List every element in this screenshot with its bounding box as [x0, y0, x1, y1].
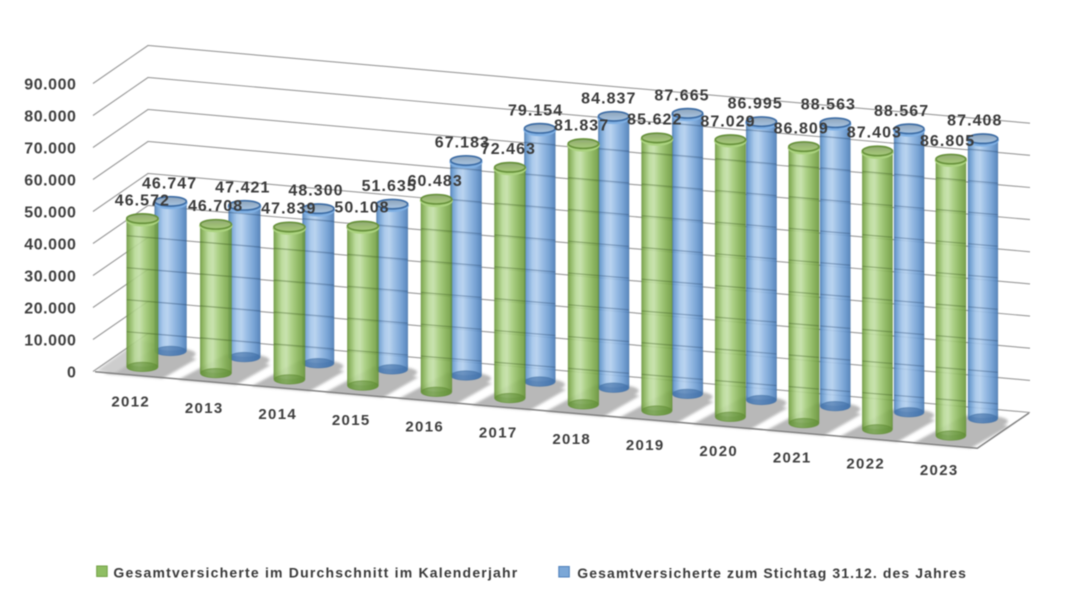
- svg-text:70.000: 70.000: [24, 140, 76, 157]
- svg-text:86.809: 86.809: [774, 120, 829, 137]
- svg-text:47.421: 47.421: [215, 179, 270, 196]
- svg-text:2013: 2013: [185, 400, 224, 417]
- svg-text:2014: 2014: [258, 406, 297, 423]
- svg-text:60.000: 60.000: [24, 172, 76, 189]
- svg-text:10.000: 10.000: [24, 332, 76, 349]
- svg-text:50.108: 50.108: [334, 200, 389, 217]
- svg-text:84.837: 84.837: [581, 90, 636, 107]
- svg-text:46.747: 46.747: [142, 175, 197, 192]
- svg-text:46.572: 46.572: [115, 192, 170, 209]
- svg-text:2016: 2016: [405, 418, 444, 435]
- svg-text:Gesamtversicherte im Durchschn: Gesamtversicherte im Durchschnitt im Kal…: [113, 564, 518, 580]
- svg-text:2012: 2012: [111, 394, 150, 411]
- svg-text:90.000: 90.000: [24, 76, 76, 93]
- svg-text:88.563: 88.563: [801, 97, 856, 114]
- svg-text:2019: 2019: [626, 437, 665, 454]
- svg-text:48.300: 48.300: [288, 183, 343, 200]
- svg-text:50.000: 50.000: [24, 204, 76, 221]
- svg-text:2023: 2023: [920, 462, 959, 479]
- svg-text:30.000: 30.000: [24, 268, 76, 285]
- svg-text:2018: 2018: [552, 431, 591, 448]
- svg-text:20.000: 20.000: [24, 300, 76, 317]
- svg-text:85.622: 85.622: [627, 112, 682, 129]
- svg-text:79.154: 79.154: [508, 102, 563, 119]
- svg-text:86.995: 86.995: [728, 96, 783, 113]
- svg-text:2017: 2017: [479, 425, 518, 442]
- svg-text:87.665: 87.665: [654, 87, 709, 104]
- svg-text:86.805: 86.805: [920, 133, 975, 150]
- svg-text:87.029: 87.029: [700, 113, 755, 130]
- svg-text:72.463: 72.463: [481, 141, 536, 158]
- svg-text:2015: 2015: [332, 412, 371, 429]
- svg-text:2021: 2021: [773, 449, 812, 466]
- svg-text:67.183: 67.183: [435, 135, 490, 152]
- svg-text:40.000: 40.000: [24, 236, 76, 253]
- svg-text:81.837: 81.837: [554, 117, 609, 134]
- svg-text:2020: 2020: [699, 443, 738, 460]
- svg-text:51.635: 51.635: [362, 178, 417, 195]
- svg-text:80.000: 80.000: [24, 108, 76, 125]
- svg-text:87.403: 87.403: [847, 125, 902, 142]
- svg-text:46.708: 46.708: [188, 198, 243, 215]
- svg-text:0: 0: [67, 364, 76, 381]
- svg-text:2022: 2022: [846, 456, 885, 473]
- svg-text:87.408: 87.408: [947, 113, 1002, 130]
- svg-text:Gesamtversicherte zum Stichtag: Gesamtversicherte zum Stichtag 31.12. de…: [577, 565, 967, 581]
- svg-text:47.839: 47.839: [261, 201, 316, 218]
- svg-text:60.483: 60.483: [408, 173, 463, 190]
- svg-text:88.567: 88.567: [874, 103, 929, 120]
